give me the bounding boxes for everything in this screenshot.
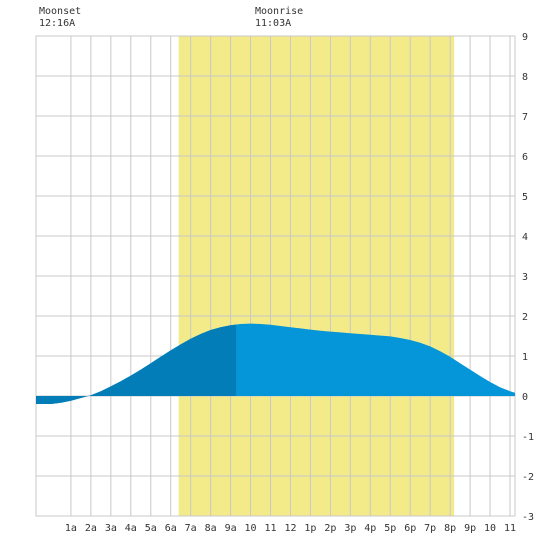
x-tick-label: 6p [404, 523, 416, 534]
x-tick-label: 9a [225, 523, 237, 534]
y-tick-label: 0 [522, 392, 528, 403]
x-tick-label: 6a [165, 523, 177, 534]
y-tick-label: 3 [522, 272, 528, 283]
x-tick-label: 11 [504, 523, 516, 534]
tide-shade-break [236, 324, 238, 396]
y-tick-label: 1 [522, 352, 528, 363]
x-tick-label: 1a [65, 523, 77, 534]
x-tick-label: 10 [484, 523, 496, 534]
moonset-time: 12:16A [39, 18, 76, 29]
x-tick-label: 7p [424, 523, 436, 534]
tide-area-shaded [36, 324, 237, 404]
x-tick-label: 5p [384, 523, 396, 534]
x-tick-label: 7a [185, 523, 197, 534]
x-tick-label: 4a [125, 523, 137, 534]
x-tick-label: 4p [364, 523, 376, 534]
x-tick-label: 11 [264, 523, 276, 534]
y-tick-label: -3 [522, 512, 534, 523]
y-tick-label: 2 [522, 312, 528, 323]
x-tick-label: 2a [85, 523, 97, 534]
x-tick-label: 1p [304, 523, 316, 534]
x-tick-label: 8p [444, 523, 456, 534]
moonrise-label: Moonrise [255, 6, 304, 17]
y-tick-label: 4 [522, 232, 528, 243]
y-tick-label: 7 [522, 112, 528, 123]
y-tick-label: -2 [522, 472, 534, 483]
x-tick-label: 3a [105, 523, 117, 534]
x-tick-label: 2p [324, 523, 336, 534]
plot-border [35, 35, 516, 517]
y-tick-label: -1 [522, 432, 534, 443]
x-tick-label: 5a [145, 523, 157, 534]
y-tick-label: 6 [522, 152, 528, 163]
y-tick-label: 8 [522, 72, 528, 83]
x-tick-label: 9p [464, 523, 476, 534]
x-tick-label: 3p [344, 523, 356, 534]
y-tick-label: 5 [522, 192, 528, 203]
x-tick-label: 10 [245, 523, 257, 534]
x-tick-label: 8a [205, 523, 217, 534]
moonset-label: Moonset [39, 6, 82, 17]
moonrise-time: 11:03A [255, 18, 292, 29]
y-tick-label: 9 [522, 32, 528, 43]
x-tick-label: 12 [284, 523, 296, 534]
